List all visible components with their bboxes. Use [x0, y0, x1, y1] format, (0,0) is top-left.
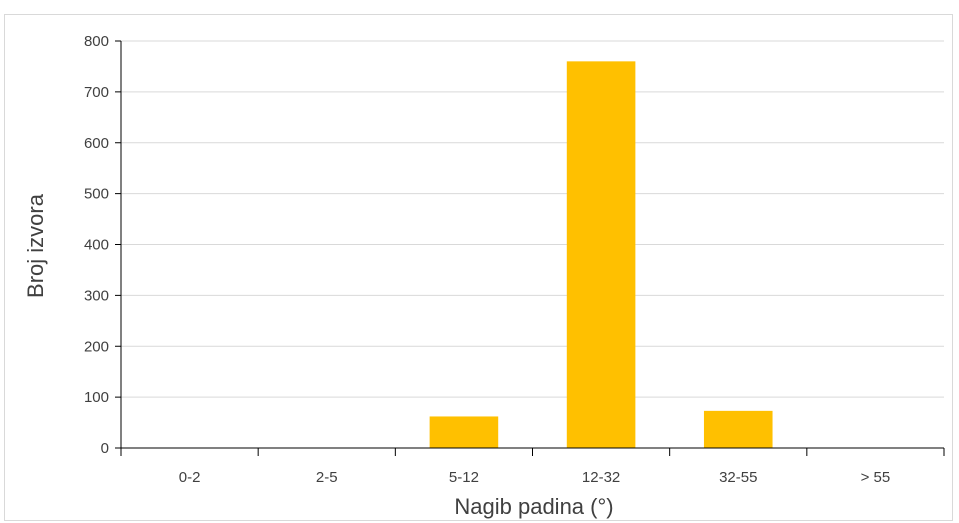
y-axis-title: Broj izvora [23, 193, 48, 298]
y-tick-label: 700 [84, 84, 109, 101]
y-tick-labels: 0 100 200 300 400 500 600 700 800 [84, 33, 109, 457]
y-tick-label: 500 [84, 186, 109, 203]
bars [429, 61, 773, 448]
x-tick-label: 2-5 [316, 469, 338, 486]
x-tick-label: > 55 [861, 469, 891, 486]
bar [429, 416, 499, 448]
x-axis-title: Nagib padina (°) [454, 494, 613, 519]
y-tick-label: 100 [84, 389, 109, 406]
x-tick-label: 32-55 [719, 469, 757, 486]
x-tick-label: 5-12 [449, 469, 479, 486]
x-tick-label: 12-32 [582, 469, 620, 486]
y-tick-label: 800 [84, 33, 109, 50]
y-tick-label: 200 [84, 338, 109, 355]
gridlines [121, 40, 944, 398]
bar [703, 410, 773, 448]
y-tick-label: 600 [84, 135, 109, 152]
y-tick-label: 400 [84, 237, 109, 254]
x-tick-label: 0-2 [179, 469, 201, 486]
bar [566, 61, 636, 448]
x-tick-labels: 0-2 2-5 5-12 12-32 32-55 > 55 [179, 469, 890, 486]
y-tick-label: 0 [101, 440, 109, 457]
y-tick-label: 300 [84, 287, 109, 304]
axes [115, 40, 945, 456]
